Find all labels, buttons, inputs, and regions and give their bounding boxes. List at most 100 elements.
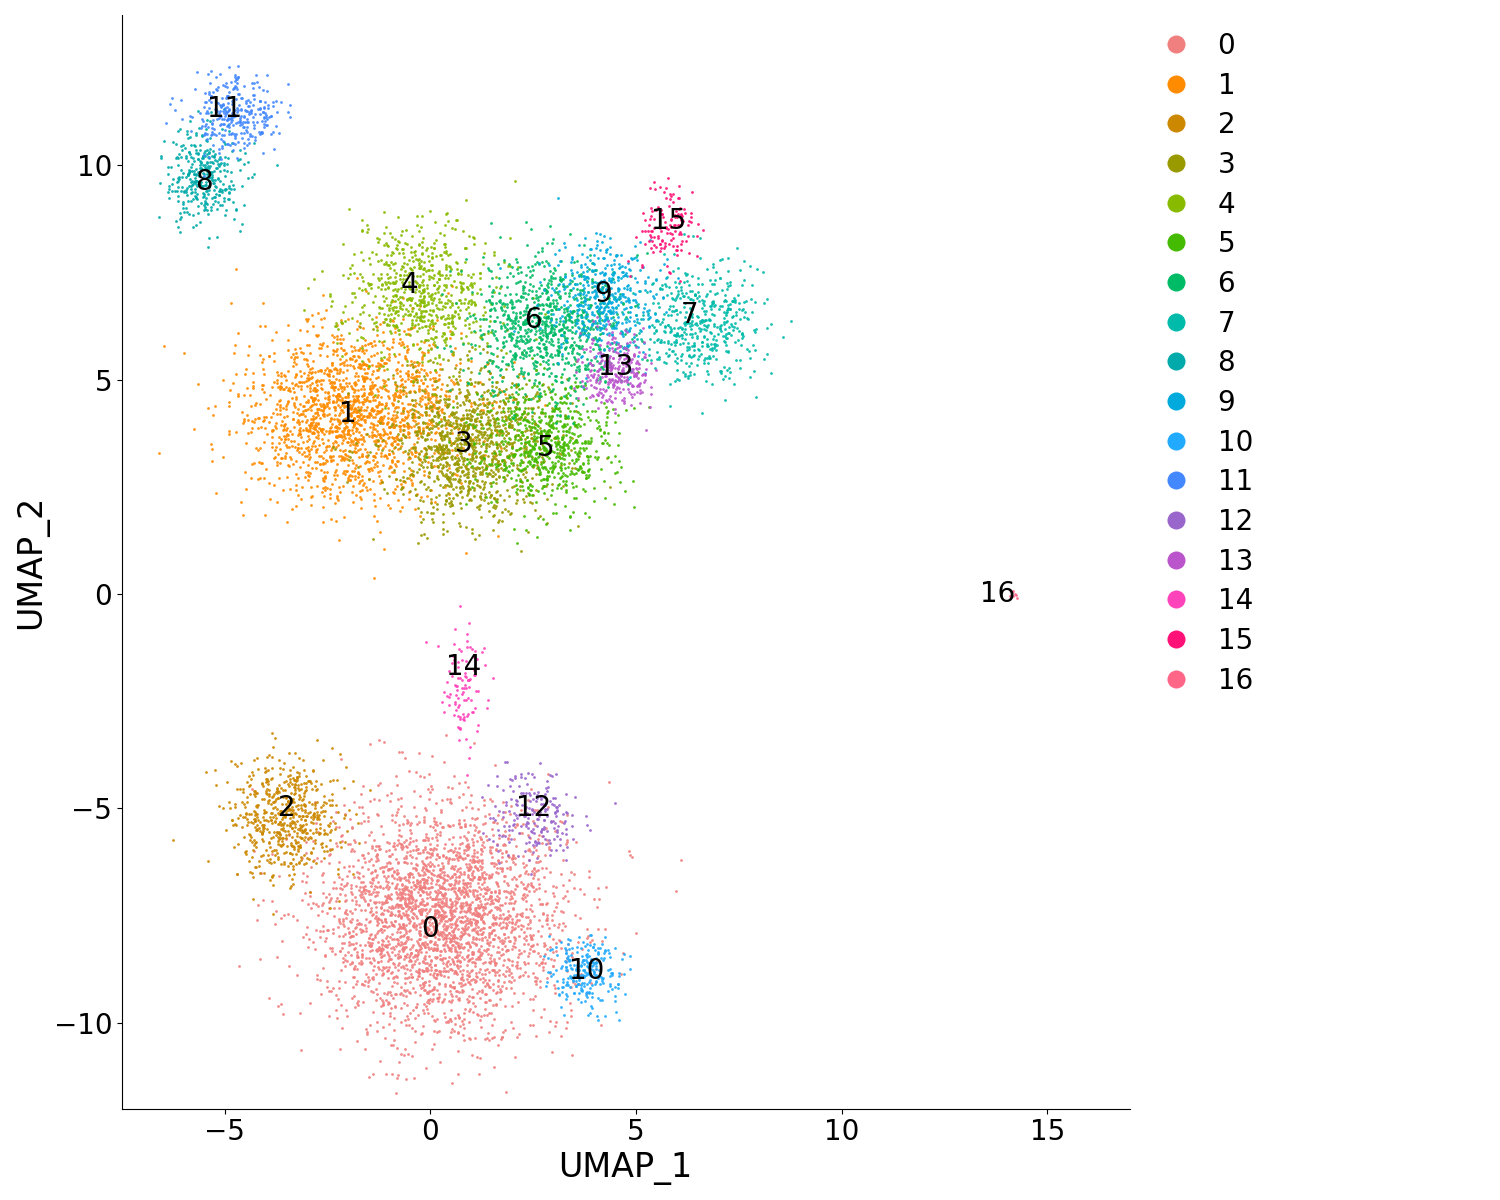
Point — [402, 954, 426, 973]
Point — [357, 937, 381, 956]
Point — [214, 73, 238, 92]
Point — [516, 398, 540, 418]
Point — [550, 443, 574, 462]
Point — [603, 272, 627, 292]
Point — [278, 800, 302, 820]
Point — [555, 305, 579, 324]
Point — [614, 322, 638, 341]
Point — [648, 218, 672, 238]
Point — [524, 974, 548, 994]
Point — [658, 223, 682, 242]
Point — [435, 427, 459, 446]
Point — [562, 402, 586, 421]
Point — [597, 448, 621, 467]
Point — [189, 155, 213, 174]
Point — [552, 814, 576, 833]
Point — [416, 894, 440, 913]
Point — [424, 835, 448, 854]
Point — [478, 894, 502, 913]
Point — [390, 295, 414, 314]
Point — [532, 438, 556, 457]
Point — [429, 949, 453, 968]
Point — [524, 414, 548, 433]
Point — [609, 348, 633, 367]
Point — [374, 217, 398, 236]
Point — [413, 294, 436, 313]
Point — [406, 395, 430, 414]
Point — [438, 324, 462, 343]
Point — [714, 329, 738, 348]
Point — [435, 448, 459, 467]
Point — [504, 956, 528, 976]
Point — [236, 410, 260, 430]
Point — [488, 445, 512, 464]
Point — [465, 967, 489, 986]
Point — [500, 881, 523, 900]
Point — [597, 292, 621, 311]
Point — [674, 316, 698, 335]
Point — [450, 709, 474, 728]
Point — [422, 938, 446, 958]
Point — [442, 359, 466, 378]
Point — [433, 329, 457, 348]
Point — [266, 492, 290, 511]
Point — [598, 360, 622, 379]
Point — [600, 286, 624, 305]
Point — [360, 901, 384, 920]
Point — [735, 308, 759, 328]
Point — [429, 912, 453, 931]
Point — [657, 323, 681, 342]
Point — [597, 301, 621, 320]
Point — [220, 110, 245, 130]
Point — [576, 247, 600, 266]
Point — [357, 391, 381, 410]
Point — [532, 810, 556, 829]
Point — [404, 443, 427, 462]
Point — [441, 306, 465, 325]
Point — [318, 982, 342, 1001]
Point — [452, 704, 476, 724]
Point — [509, 454, 532, 473]
Point — [554, 406, 578, 425]
Point — [714, 292, 738, 311]
Point — [333, 412, 357, 431]
Point — [284, 830, 308, 850]
Point — [567, 404, 591, 424]
Point — [368, 270, 392, 289]
Point — [438, 413, 462, 432]
Point — [408, 886, 432, 905]
Point — [663, 216, 687, 235]
Point — [440, 878, 464, 898]
Point — [503, 520, 526, 539]
Point — [370, 992, 394, 1012]
Point — [364, 898, 388, 917]
Point — [382, 398, 406, 418]
Point — [388, 293, 412, 312]
Point — [474, 992, 498, 1012]
Point — [486, 828, 510, 847]
Point — [327, 415, 351, 434]
Point — [340, 410, 364, 430]
Point — [224, 106, 248, 125]
Point — [422, 385, 446, 404]
Point — [618, 318, 642, 337]
Point — [387, 942, 411, 961]
Point — [432, 238, 456, 257]
Point — [568, 456, 592, 475]
Point — [730, 329, 754, 348]
Point — [402, 880, 426, 899]
Point — [388, 922, 412, 941]
Point — [516, 966, 540, 985]
Point — [410, 911, 434, 930]
Point — [393, 868, 417, 887]
Point — [441, 878, 465, 898]
Point — [489, 940, 513, 959]
Point — [442, 635, 466, 654]
Point — [544, 806, 568, 826]
Point — [440, 1012, 464, 1031]
Point — [414, 997, 438, 1016]
Point — [304, 376, 328, 395]
Point — [251, 350, 274, 370]
Text: 2: 2 — [278, 794, 296, 822]
Point — [570, 378, 594, 397]
